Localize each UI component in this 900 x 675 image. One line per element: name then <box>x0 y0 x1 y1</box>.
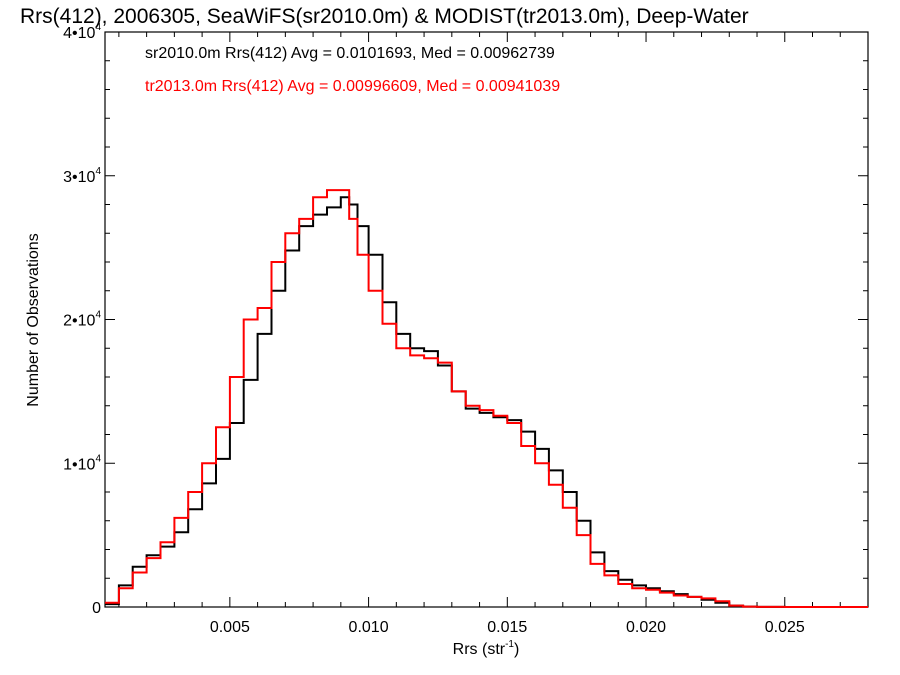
series-line-black <box>105 196 868 608</box>
x-tick-label: 0.020 <box>626 619 666 636</box>
y-tick-label-exponent: 4 <box>95 453 101 464</box>
y-tick-label-base: 3•10 <box>63 169 95 186</box>
y-axis-label: Number of Observations <box>25 233 42 406</box>
x-tick-label: 0.025 <box>765 619 805 636</box>
x-tick-label: 0.005 <box>210 619 250 636</box>
y-tick-label-base: 4•10 <box>63 25 95 42</box>
x-tick-label: 0.015 <box>487 619 527 636</box>
x-tick-label: 0.010 <box>349 619 389 636</box>
y-tick-label-base: 2•10 <box>63 313 95 330</box>
x-axis-label-text: Rrs (str <box>453 641 506 658</box>
y-tick-label: 0 <box>92 600 101 617</box>
y-tick-label-exponent: 4 <box>95 166 101 177</box>
annotation-red: tr2013.0m Rrs(412) Avg = 0.00996609, Med… <box>145 78 560 95</box>
plot-area <box>104 31 869 608</box>
y-tick-label-base: 1•10 <box>63 456 95 473</box>
chart-title: Rrs(412), 2006305, SeaWiFS(sr2010.0m) & … <box>20 5 749 28</box>
x-axis: 0.005 0.010 0.015 0.020 0.025 <box>118 32 869 636</box>
series-line-red <box>105 189 868 608</box>
x-axis-label-end: ) <box>514 641 519 658</box>
annotation-black: sr2010.0m Rrs(412) Avg = 0.0101693, Med … <box>145 45 555 62</box>
y-tick-label: 3•104 <box>63 166 101 186</box>
x-axis-label-superscript: -1 <box>505 639 514 650</box>
y-tick-label-exponent: 4 <box>95 22 101 33</box>
y-tick-label-base: 0 <box>92 600 101 617</box>
y-tick-label-exponent: 4 <box>95 310 101 321</box>
series-layer <box>105 189 868 608</box>
plot-frame <box>104 31 869 608</box>
y-tick-label: 2•104 <box>63 310 101 330</box>
x-axis-label: Rrs (str-1) <box>453 639 520 658</box>
y-tick-label: 1•104 <box>63 453 101 473</box>
y-tick-label: 4•104 <box>63 22 101 42</box>
